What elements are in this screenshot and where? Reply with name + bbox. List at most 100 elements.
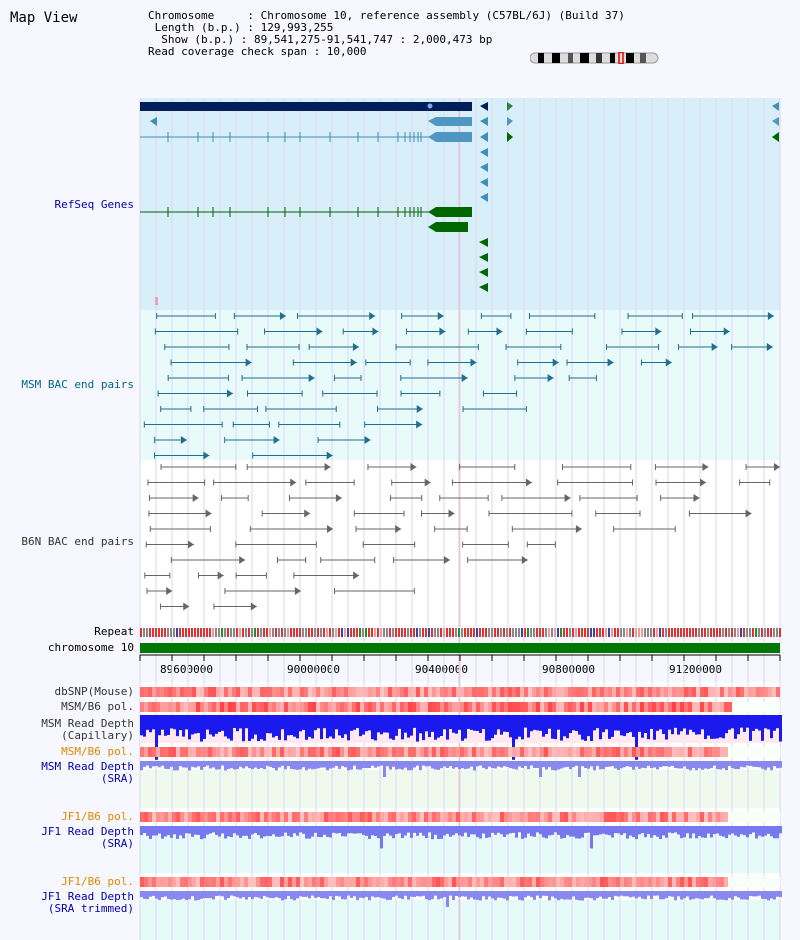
heat-cell: [488, 687, 492, 697]
depth-bar: [146, 826, 149, 836]
depth-bar: [605, 891, 608, 899]
heat-cell: [192, 877, 196, 887]
gene-bar[interactable]: [428, 132, 472, 142]
msm-sra-depth-track[interactable]: [140, 761, 782, 777]
depth-bar: [515, 715, 518, 740]
repeat-element: [203, 628, 205, 637]
b6n-bac-pairs[interactable]: [144, 463, 780, 611]
chromosome-bar[interactable]: [140, 643, 780, 653]
depth-bar: [398, 826, 401, 834]
depth-bar: [611, 891, 614, 901]
heat-cell: [320, 877, 324, 887]
gene-bar[interactable]: [772, 117, 779, 126]
depth-bar: [734, 826, 737, 836]
heat-cell: [264, 877, 268, 887]
repeat-track[interactable]: [140, 628, 781, 637]
depth-bar: [632, 715, 635, 737]
heat-cell: [460, 877, 464, 887]
heat-cell: [224, 812, 228, 822]
heat-cell: [744, 747, 748, 757]
heat-cell: [232, 812, 236, 822]
heat-cell: [496, 812, 500, 822]
msm-bac-pairs[interactable]: [143, 312, 774, 460]
gene-bar[interactable]: [480, 102, 488, 111]
gene-bar[interactable]: [140, 102, 472, 111]
gene-bar[interactable]: [428, 207, 472, 217]
gene-bar[interactable]: [428, 117, 472, 126]
heat-cell: [204, 812, 208, 822]
gene-bar[interactable]: [507, 117, 513, 126]
jf1-b6-pol-track[interactable]: [140, 812, 780, 822]
depth-bar: [476, 761, 479, 767]
repeat-element: [380, 628, 382, 637]
depth-bar: [752, 761, 755, 767]
depth-bar: [536, 826, 539, 833]
depth-bar: [182, 826, 185, 839]
heat-cell: [180, 687, 184, 697]
depth-bar: [317, 826, 320, 838]
jf1-sra-depth-track[interactable]: [140, 826, 782, 849]
depth-bar: [323, 891, 326, 899]
depth-bar: [770, 891, 773, 899]
depth-bar: [605, 826, 608, 835]
gene-bar[interactable]: [507, 132, 513, 142]
dbsnp-track[interactable]: [140, 687, 780, 697]
repeat-element: [695, 628, 697, 637]
refseq-genes[interactable]: [140, 102, 779, 305]
depth-bar: [176, 715, 179, 737]
heat-cell: [628, 877, 632, 887]
heat-cell: [184, 687, 188, 697]
depth-bar: [428, 715, 431, 738]
gene-bar[interactable]: [480, 117, 488, 126]
depth-bar: [689, 826, 692, 839]
msm-b6-pol-track[interactable]: [140, 702, 780, 712]
depth-bar: [302, 715, 305, 730]
depth-bar: [242, 891, 245, 898]
chromosome-ideogram[interactable]: [530, 52, 660, 64]
heat-cell: [272, 747, 276, 757]
depth-bar: [614, 715, 617, 731]
repeat-element: [398, 628, 400, 637]
depth-bar: [275, 891, 278, 898]
repeat-element: [752, 628, 754, 637]
heat-cell: [752, 812, 756, 822]
show-line: Show (b.p.) : 89,541,275-91,541,747 : 2,…: [148, 33, 493, 46]
heat-cell: [388, 702, 392, 712]
repeat-element: [734, 628, 736, 637]
depth-bar: [356, 826, 359, 834]
depth-bar: [524, 761, 527, 767]
gene-bar[interactable]: [772, 132, 779, 142]
repeat-element: [401, 628, 403, 637]
jf1-b6-pol2-track[interactable]: [140, 877, 780, 887]
heat-cell: [364, 877, 368, 887]
axis-tick-label: 90800000: [542, 663, 595, 676]
gene-bar[interactable]: [480, 132, 488, 142]
msm-capillary-depth-track[interactable]: [140, 715, 782, 760]
heat-cell: [460, 747, 464, 757]
repeat-element: [722, 628, 724, 637]
gene-bar[interactable]: [428, 222, 468, 232]
genome-map[interactable]: [0, 95, 800, 940]
gene-bar[interactable]: [155, 297, 158, 305]
jf1-trim-depth-track[interactable]: [140, 891, 782, 907]
depth-bar: [617, 826, 620, 834]
depth-bar: [365, 761, 368, 769]
gene-bar[interactable]: [150, 117, 157, 126]
heat-cell: [216, 687, 220, 697]
depth-bar: [434, 761, 437, 770]
heat-cell: [320, 687, 324, 697]
msm-b6-pol2-track[interactable]: [140, 747, 780, 757]
msm-read-depth-label: MSM Read Depth: [41, 717, 134, 730]
gene-bar[interactable]: [507, 102, 513, 111]
repeat-element: [515, 628, 517, 637]
depth-bar: [572, 761, 575, 768]
depth-bar: [173, 715, 176, 730]
heat-cell: [508, 747, 512, 757]
gene-bar[interactable]: [772, 102, 779, 111]
repeat-element: [743, 628, 745, 637]
depth-bar: [254, 761, 257, 768]
position-axis: [139, 654, 781, 661]
heat-cell: [356, 812, 360, 822]
repeat-element: [542, 628, 544, 637]
heat-cell: [680, 687, 684, 697]
